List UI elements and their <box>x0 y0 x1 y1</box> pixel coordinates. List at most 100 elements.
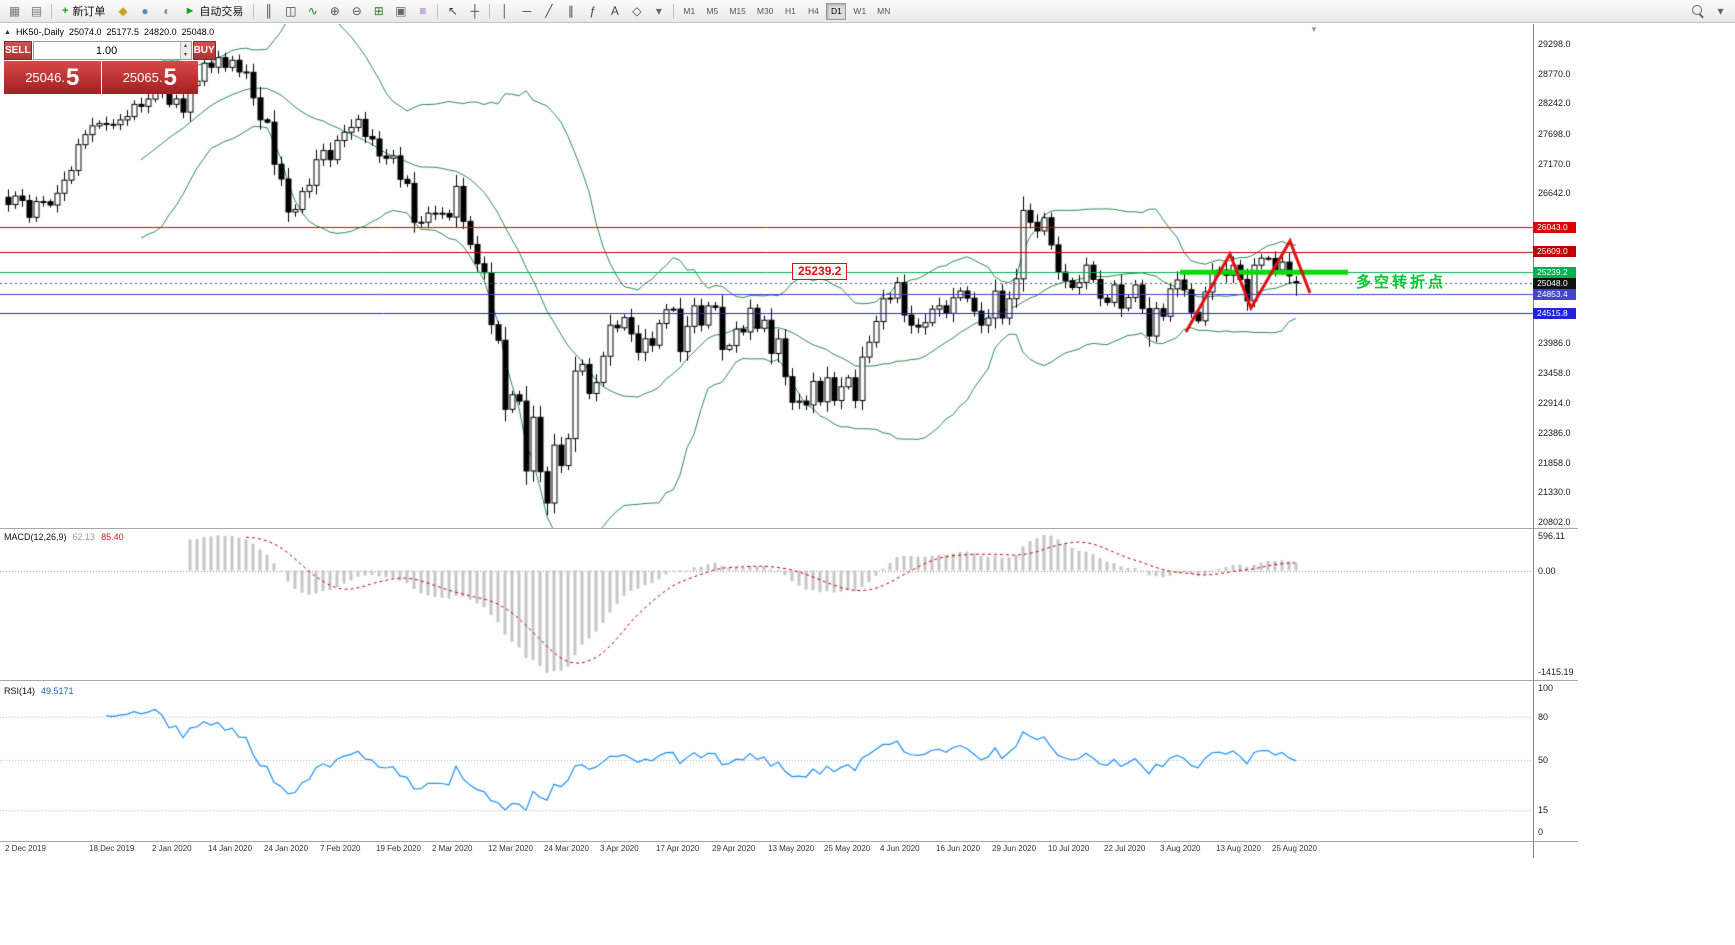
price-axis-label: 28770.0 <box>1538 68 1571 79</box>
macd-panel-canvas[interactable] <box>0 529 1578 679</box>
new-order-button[interactable]: + 新订单 <box>56 2 111 21</box>
one-click-trading-panel: SELL ▴ ▾ BUY 25046.5 25065.5 <box>4 41 216 94</box>
sell-price-display[interactable]: 25046. 5 <box>4 61 101 94</box>
date-axis-label: 2 Dec 2019 <box>5 844 46 853</box>
tile-windows-icon[interactable]: ⊞ <box>373 4 384 18</box>
bar-chart-icon[interactable]: ║ <box>264 4 274 18</box>
date-axis-label: 13 Aug 2020 <box>1216 844 1261 853</box>
date-axis-label: 10 Jul 2020 <box>1048 844 1090 853</box>
volume-spinner: ▴ ▾ <box>32 41 192 60</box>
timeframe-w1[interactable]: W1 <box>853 6 867 16</box>
rsi-axis-label: 100 <box>1538 683 1554 693</box>
date-axis-label: 12 Mar 2020 <box>488 844 533 853</box>
timeframe-d1[interactable]: D1 <box>826 2 847 20</box>
cursor-icon[interactable]: ↖ <box>447 4 458 18</box>
crosshair-icon[interactable]: ┼ <box>470 4 480 18</box>
date-axis-label: 24 Mar 2020 <box>544 844 589 853</box>
rsi-name: RSI(14) <box>4 686 36 696</box>
volume-down-button[interactable]: ▾ <box>180 50 191 59</box>
timeframe-m1[interactable]: M1 <box>683 6 696 16</box>
timeframe-m15[interactable]: M15 <box>729 6 746 16</box>
timeframe-m5[interactable]: M5 <box>706 6 719 16</box>
price-axis-label: 21330.0 <box>1538 487 1571 498</box>
volume-up-button[interactable]: ▴ <box>180 42 191 51</box>
date-axis-label: 25 Aug 2020 <box>1272 844 1317 853</box>
buy-price-display[interactable]: 25065. 5 <box>101 61 198 94</box>
volume-spin-buttons: ▴ ▾ <box>179 42 191 59</box>
volume-input[interactable] <box>33 42 180 59</box>
vertical-line-icon[interactable]: │ <box>501 4 509 18</box>
sell-button[interactable]: SELL <box>4 41 32 60</box>
timeframe-m30[interactable]: M30 <box>756 6 774 16</box>
indicators-icon[interactable]: ≡ <box>419 4 427 18</box>
timeframe-h1[interactable]: H1 <box>784 6 796 16</box>
macd-panel-separator[interactable] <box>0 528 1578 529</box>
trendline-icon[interactable]: ╱ <box>545 4 553 18</box>
buy-button[interactable]: BUY <box>192 41 216 60</box>
market-icon[interactable]: ◐ <box>163 4 171 18</box>
chart-open-value: 25074.0 <box>68 27 102 37</box>
timeframe-mn[interactable]: MN <box>877 6 891 16</box>
rsi-axis-label: 0 <box>1538 827 1544 837</box>
zoom-in-icon[interactable]: ⊕ <box>329 4 340 18</box>
date-axis-label: 25 May 2020 <box>824 844 871 853</box>
turning-point-label[interactable]: 多空转折点 <box>1356 274 1447 291</box>
new-order-button-label: 新订单 <box>72 6 106 18</box>
rsi-panel-separator[interactable] <box>0 680 1578 681</box>
horizontal-line-icon[interactable]: ─ <box>522 4 532 18</box>
channel-icon[interactable]: ∥ <box>567 4 574 18</box>
date-axis-label: 16 Jun 2020 <box>936 844 981 853</box>
chart-symbol-period: HK50-,Daily <box>15 27 64 37</box>
plus-icon: + <box>62 5 69 17</box>
toolbar-separator <box>489 3 491 19</box>
buy-price-frac: 5 <box>163 63 177 91</box>
autotrading-button-label: 自动交易 <box>199 6 244 18</box>
fibonacci-icon[interactable]: ƒ <box>589 4 597 18</box>
rsi-axis-label: 15 <box>1538 805 1549 816</box>
line-chart-icon[interactable]: ∿ <box>307 4 318 18</box>
toolbar-options-icon[interactable]: ▾ <box>1717 4 1724 18</box>
community-icon[interactable]: ● <box>141 4 149 18</box>
profiles-icon[interactable]: ▤ <box>30 4 43 18</box>
price-axis-label: 29298.0 <box>1538 39 1571 49</box>
last-price-tag: 25048.0 <box>1533 277 1576 289</box>
price-axis-label: 27170.0 <box>1538 158 1571 169</box>
toolbar-separator <box>51 3 52 19</box>
search-icon[interactable] <box>1688 2 1709 21</box>
favorites-icon[interactable]: ◆ <box>118 4 128 18</box>
resistance-price-tag-26043: 26043.0 <box>1533 221 1576 233</box>
arrows-dropdown-icon[interactable]: ▾ <box>655 4 662 18</box>
support-price-tag-24853: 24853.4 <box>1533 288 1576 300</box>
cascade-windows-icon[interactable]: ▣ <box>395 4 407 18</box>
rsi-current-value: 49.5171 <box>41 686 74 696</box>
time-axis[interactable]: 2 Dec 2019 18 Dec 2019 2 Jan 2020 14 Jan 20… <box>0 844 1578 856</box>
macd-axis-label: 596.11 <box>1538 531 1565 541</box>
main-toolbar: ▦ ▤ + 新订单 ◆ ● ◐ ► 自动交易 ║ ◫ ∿ ⊕ ⊖ ⊞ ▣ ≡ ↖ ┼ │ ─ ╱ ∥ ƒ A ◇ ▾ M1 M5 M15 M… <box>0 0 1735 23</box>
macd-signal-value: 85.40 <box>101 532 124 542</box>
new-chart-icon[interactable]: ▦ <box>8 4 21 18</box>
shapes-icon[interactable]: ◇ <box>632 4 642 18</box>
date-axis-label: 2 Jan 2020 <box>152 844 192 853</box>
chart-shift-marker[interactable]: ▼ <box>1310 25 1318 34</box>
price-axis-label: 27698.0 <box>1538 129 1571 140</box>
date-axis-label: 2 Mar 2020 <box>432 844 473 853</box>
date-axis-label: 17 Apr 2020 <box>656 844 700 853</box>
candlestick-chart-icon[interactable]: ◫ <box>285 4 297 18</box>
autotrading-button[interactable]: ► 自动交易 <box>178 2 249 21</box>
toolbar-separator <box>253 3 255 19</box>
macd-indicator-label: MACD(12,26,9) 62.13 85.40 <box>4 532 124 542</box>
rsi-panel-canvas[interactable] <box>0 681 1578 841</box>
price-axis-label: 20802.0 <box>1538 517 1571 527</box>
one-click-collapse-icon[interactable]: ▲ <box>4 28 11 36</box>
timeframe-h4[interactable]: H4 <box>807 6 819 16</box>
text-icon[interactable]: A <box>610 4 619 18</box>
date-axis-label: 3 Aug 2020 <box>1160 844 1201 853</box>
price-annotation-box[interactable]: 25239.2 <box>792 263 848 280</box>
zoom-out-icon[interactable]: ⊖ <box>351 4 362 18</box>
price-chart-canvas[interactable] <box>0 24 1578 528</box>
date-axis-label: 24 Jan 2020 <box>264 844 309 853</box>
buy-price-int: 25065. <box>122 70 163 85</box>
pivot-price-tag-25239: 25239.2 <box>1533 266 1576 278</box>
time-axis-separator <box>0 841 1578 842</box>
